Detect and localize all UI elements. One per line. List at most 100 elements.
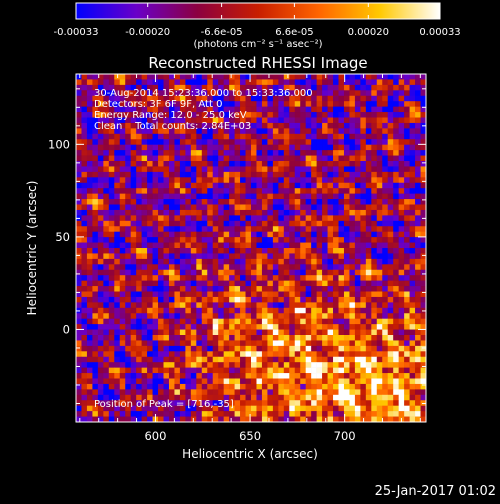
heatmap-cell <box>294 199 301 205</box>
heatmap-cell <box>382 302 389 309</box>
heatmap-cell <box>76 367 82 374</box>
heatmap-cell <box>130 367 137 374</box>
heatmap-cell <box>81 351 88 358</box>
heatmap-cell <box>108 90 115 97</box>
heatmap-cell <box>338 378 345 385</box>
heatmap-cell <box>398 248 405 254</box>
heatmap-cell <box>223 411 230 417</box>
heatmap-cell <box>354 101 361 107</box>
heatmap-cell <box>136 280 142 287</box>
heatmap-cell <box>404 313 410 319</box>
heatmap-cell <box>179 405 186 412</box>
heatmap-cell <box>174 166 181 173</box>
heatmap-cell <box>349 248 356 254</box>
heatmap-cell <box>305 389 312 396</box>
heatmap-cell <box>223 166 230 173</box>
heatmap-cell <box>305 258 312 265</box>
heatmap-cell <box>333 248 339 254</box>
heatmap-cell <box>420 144 427 151</box>
heatmap-cell <box>163 389 170 396</box>
heatmap-cell <box>415 133 421 140</box>
heatmap-cell <box>333 101 339 107</box>
heatmap-cell <box>190 237 197 243</box>
heatmap-cell <box>261 199 268 205</box>
heatmap-cell <box>420 335 427 341</box>
heatmap-cell <box>376 112 383 118</box>
heatmap-cell <box>125 324 131 330</box>
heatmap-cell <box>81 258 88 265</box>
heatmap-cell <box>234 193 241 200</box>
heatmap-cell <box>398 373 405 379</box>
heatmap-cell <box>289 313 296 319</box>
heatmap-cell <box>360 144 367 151</box>
heatmap-cell <box>201 400 208 406</box>
heatmap-cell <box>316 161 323 167</box>
heatmap-cell <box>360 329 367 336</box>
heatmap-cell <box>354 411 361 417</box>
heatmap-cell <box>108 264 115 271</box>
heatmap-cell <box>398 220 405 227</box>
heatmap-cell <box>338 215 345 222</box>
heatmap-cell <box>256 389 263 396</box>
heatmap-cell <box>415 171 421 178</box>
heatmap-cell <box>108 269 115 276</box>
heatmap-cell <box>240 171 246 178</box>
heatmap-cell <box>114 324 121 330</box>
heatmap-cell <box>316 378 323 385</box>
heatmap-cell <box>376 253 383 260</box>
heatmap-cell <box>343 329 350 336</box>
heatmap-cell <box>179 253 186 260</box>
heatmap-cell <box>360 367 367 374</box>
heatmap-cell <box>163 231 170 238</box>
heatmap-cell <box>240 133 246 140</box>
heatmap-cell <box>387 133 394 140</box>
heatmap-cell <box>409 204 416 211</box>
heatmap-cell <box>404 166 410 173</box>
heatmap-cell <box>147 139 153 145</box>
heatmap-cell <box>415 122 421 129</box>
heatmap-cell <box>103 220 110 227</box>
heatmap-cell <box>409 367 416 374</box>
heatmap-cell <box>376 405 383 412</box>
heatmap-cell <box>229 128 235 135</box>
heatmap-cell <box>229 340 235 347</box>
heatmap-cell <box>251 237 257 243</box>
heatmap-cell <box>398 139 405 145</box>
heatmap-cell <box>185 166 192 173</box>
heatmap-cell <box>163 74 170 80</box>
heatmap-cell <box>179 242 186 249</box>
heatmap-cell <box>190 182 197 189</box>
heatmap-cell <box>163 90 170 97</box>
heatmap-cell <box>261 275 268 281</box>
heatmap-cell <box>174 182 181 189</box>
heatmap-cell <box>201 161 208 167</box>
heatmap-cell <box>179 378 186 385</box>
heatmap-cell <box>108 416 115 423</box>
heatmap-cell <box>92 258 99 265</box>
heatmap-cell <box>174 340 181 347</box>
heatmap-cell <box>97 351 104 358</box>
heatmap-cell <box>125 335 131 341</box>
heatmap-cell <box>387 405 394 412</box>
heatmap-cell <box>147 79 153 86</box>
heatmap-cell <box>322 280 328 287</box>
heatmap-cell <box>272 345 279 352</box>
heatmap-cell <box>81 204 88 211</box>
heatmap-cell <box>229 209 235 216</box>
heatmap-cell <box>333 139 339 145</box>
heatmap-cell <box>86 351 93 358</box>
heatmap-cell <box>229 101 235 107</box>
heatmap-cell <box>97 400 104 406</box>
heatmap-cell <box>114 269 121 276</box>
heatmap-cell <box>97 177 104 184</box>
heatmap-cell <box>86 405 93 412</box>
heatmap-cell <box>185 242 192 249</box>
heatmap-cell <box>207 307 214 314</box>
heatmap-cell <box>136 335 142 341</box>
heatmap-cell <box>201 204 208 211</box>
heatmap-cell <box>322 356 328 363</box>
heatmap-cell <box>218 161 224 167</box>
heatmap-cell <box>212 383 219 390</box>
heatmap-cell <box>229 394 235 401</box>
heatmap-cell <box>234 335 241 341</box>
